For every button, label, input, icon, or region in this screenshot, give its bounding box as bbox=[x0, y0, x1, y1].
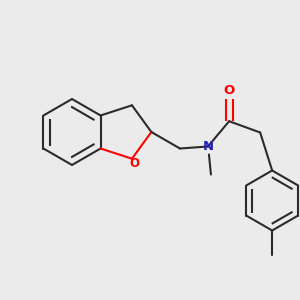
Text: N: N bbox=[202, 140, 214, 153]
Text: O: O bbox=[129, 157, 139, 170]
Text: O: O bbox=[224, 84, 235, 97]
